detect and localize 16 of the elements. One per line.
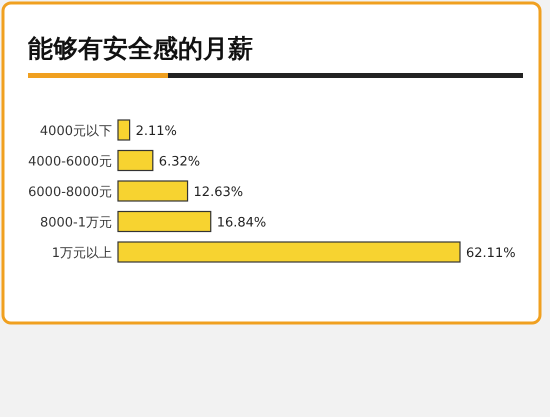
- data-label: 62.11%: [466, 246, 516, 261]
- y-tick-label: 4000-6000元: [28, 154, 112, 170]
- bar: [117, 210, 212, 232]
- data-label: 12.63%: [194, 185, 244, 200]
- data-label: 16.84%: [216, 216, 266, 230]
- y-tick-label: 4000元以下: [40, 124, 112, 139]
- chart-title: 能够有安全感的月薪: [28, 34, 253, 63]
- y-tick-label: 8000-1万元: [40, 216, 112, 230]
- bar: [117, 180, 188, 202]
- bar: [117, 241, 461, 263]
- data-label: 6.32%: [158, 154, 200, 170]
- bar: [117, 150, 154, 172]
- data-label: 2.11%: [136, 124, 177, 139]
- y-tick-label: 1万元以上: [52, 246, 112, 261]
- bar: [117, 119, 130, 141]
- y-tick-label: 6000-8000元: [28, 185, 112, 200]
